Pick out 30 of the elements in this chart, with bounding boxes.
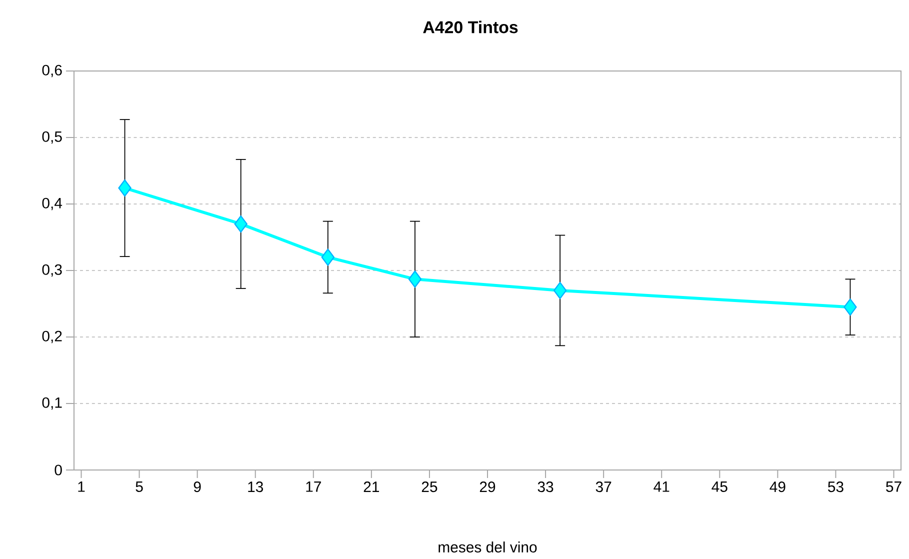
x-tick-label: 53	[828, 482, 844, 492]
x-tick-label: 45	[712, 482, 728, 492]
point	[321, 248, 335, 266]
y-tick-label: 0,3	[42, 264, 62, 277]
y-tick-label: 0	[54, 464, 62, 476]
point	[118, 179, 132, 197]
x-tick-label: 57	[886, 482, 902, 492]
y-tick-label: 0,1	[42, 397, 62, 410]
x-axis-title: meses del vino	[438, 542, 537, 552]
x-tick-label: 13	[248, 482, 264, 492]
x-tick-label: 9	[194, 482, 201, 492]
x-tick-label: 37	[596, 482, 612, 492]
point	[408, 270, 422, 288]
y-tick-label: 0,6	[42, 64, 62, 78]
x-tick-label: 5	[136, 482, 143, 492]
point	[553, 282, 567, 300]
x-tick-label: 29	[480, 482, 496, 492]
x-tick-label: 17	[306, 482, 321, 492]
y-tick-label: 0,4	[42, 198, 62, 210]
x-tick-label: 49	[770, 482, 786, 492]
chart-title: A420 Tintos	[423, 20, 518, 34]
x-tick-label: 25	[422, 482, 438, 492]
x-tick-label: 1	[78, 482, 85, 492]
y-tick-label: 0,2	[42, 330, 62, 344]
x-tick-label: 33	[538, 482, 554, 492]
point	[234, 215, 248, 233]
x-tick-label: 41	[654, 482, 670, 492]
y-tick-label: 0,5	[42, 131, 62, 144]
x-tick-label: 21	[364, 482, 380, 492]
point	[844, 298, 857, 316]
